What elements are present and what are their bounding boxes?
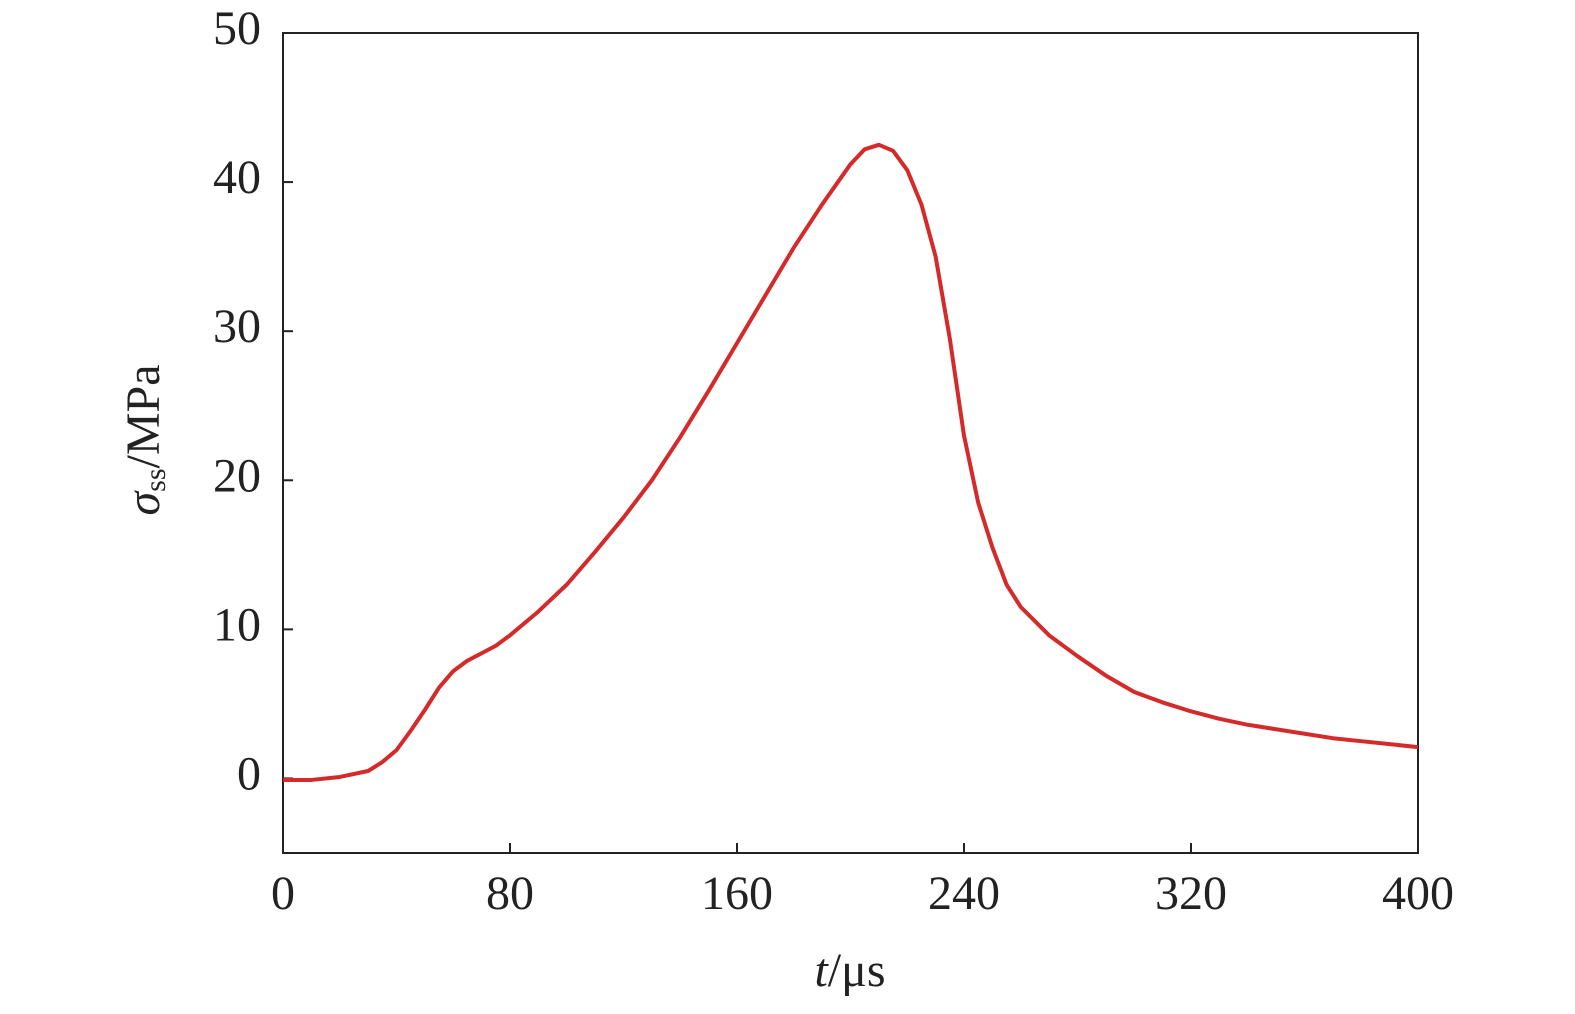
x-tick-label: 240 <box>928 867 1000 920</box>
y-label-symbol: σ <box>117 490 170 516</box>
x-tick-label: 0 <box>271 867 295 920</box>
x-tick-label: 80 <box>486 867 534 920</box>
y-label-unit: /MPa <box>117 364 170 468</box>
y-axis-label: σss/MPa <box>117 364 172 515</box>
y-tick-label: 40 <box>213 151 261 204</box>
x-tick-label: 400 <box>1382 867 1454 920</box>
x-tick-label: 160 <box>701 867 773 920</box>
data-line <box>283 142 1419 782</box>
x-tick-label: 320 <box>1155 867 1227 920</box>
y-tick-label: 50 <box>213 2 261 55</box>
y-tick-label: 0 <box>237 747 261 800</box>
y-tick-label: 20 <box>213 449 261 502</box>
x-axis-label: t/μs <box>814 944 885 997</box>
y-tick-label: 30 <box>213 300 261 353</box>
plot-frame <box>282 32 1419 854</box>
y-tick-label: 10 <box>213 598 261 651</box>
x-label-unit: /μs <box>828 944 886 997</box>
y-label-subscript: ss <box>139 468 172 491</box>
x-label-symbol: t <box>814 944 829 997</box>
